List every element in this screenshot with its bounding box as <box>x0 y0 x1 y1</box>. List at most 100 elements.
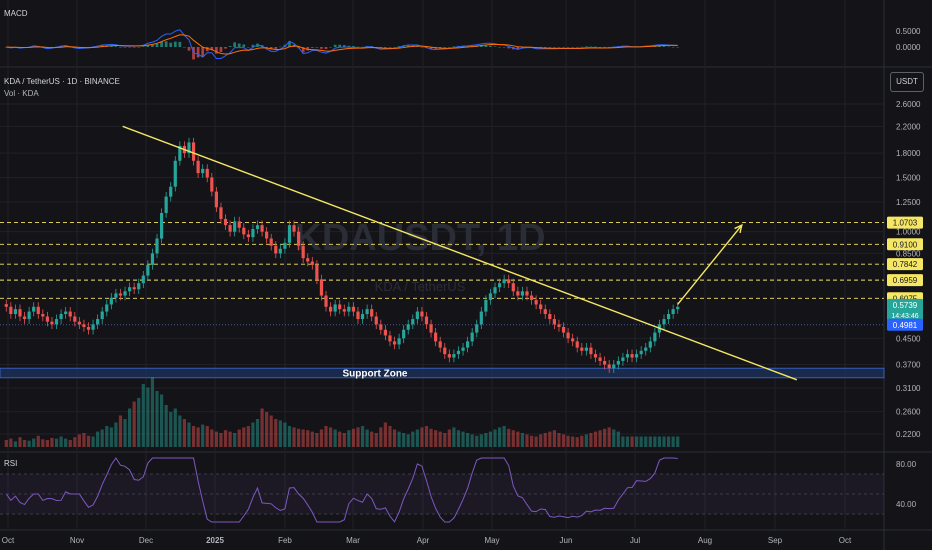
candle-body <box>342 309 346 312</box>
candle-body <box>137 283 141 290</box>
macd-histogram-bar <box>388 47 392 48</box>
macd-indicator-label[interactable]: MACD <box>4 9 28 18</box>
candle-body <box>178 145 182 161</box>
candle-body <box>539 304 543 310</box>
candle-body <box>287 225 292 243</box>
volume-bar <box>9 438 13 447</box>
volume-bar <box>260 408 264 447</box>
candle-body <box>269 238 273 246</box>
candle-body <box>580 347 584 351</box>
volume-bar <box>534 436 538 447</box>
volume-bar <box>68 440 72 447</box>
volume-bar <box>242 427 246 447</box>
current-price-text: 0.5739 <box>893 301 918 310</box>
macd-histogram-bar <box>333 44 337 47</box>
level-badge-bg <box>887 274 923 287</box>
volume-bar <box>196 427 200 447</box>
candle-body <box>470 332 474 342</box>
volume-bar <box>543 433 547 447</box>
volume-bar <box>452 427 456 447</box>
candle-body <box>484 299 488 312</box>
macd-histogram-bar <box>109 45 113 47</box>
volume-bar <box>397 431 401 447</box>
symbol-title[interactable]: KDA / TetherUS · 1D · BINANCE <box>4 77 120 86</box>
candle-body <box>169 186 173 197</box>
candle-body <box>173 160 177 187</box>
macd-histogram-bar <box>393 47 396 48</box>
horizontal-levels[interactable] <box>0 222 884 326</box>
candle-body <box>164 196 168 214</box>
macd-histogram-bar <box>548 47 552 48</box>
macd-histogram-bar <box>571 47 575 48</box>
macd-histogram-bar <box>489 45 492 47</box>
level-badge-text: 1.0703 <box>893 219 918 228</box>
volume-bar <box>420 427 424 447</box>
volume-bar <box>105 426 109 447</box>
volume-bar <box>657 436 662 447</box>
projection-arrow-shaft <box>677 224 743 305</box>
candle-body <box>488 293 493 300</box>
macd-histogram-bar <box>178 41 182 47</box>
candle-body <box>475 324 479 333</box>
rsi-indicator-label[interactable]: RSI <box>4 459 18 468</box>
reference-price-badge-bg <box>887 318 923 331</box>
volume-bar <box>351 428 356 447</box>
watermark-pair: KDA / TetherUS <box>375 279 466 294</box>
volume-bar <box>342 433 346 447</box>
candle-body <box>132 287 136 290</box>
price-axis-tick: 1.2500 <box>896 198 921 207</box>
volume-bar <box>96 431 100 447</box>
candle-body <box>529 295 534 300</box>
volume-bar <box>666 436 671 447</box>
candle-body <box>603 360 607 365</box>
volume-bar <box>54 438 59 447</box>
volume-bar <box>205 426 209 447</box>
currency-selector[interactable]: USDT <box>890 72 924 92</box>
candle-body <box>27 311 31 320</box>
volume-bar <box>150 377 155 447</box>
candle-body <box>648 341 652 348</box>
support-zone-label: Support Zone <box>343 369 408 380</box>
candle-body <box>77 321 81 325</box>
candle-body <box>324 295 328 307</box>
candle-body <box>109 297 113 305</box>
volume-bar <box>22 440 27 447</box>
volume-bar <box>621 436 625 447</box>
rsi-axis-tick: 80.00 <box>896 460 917 469</box>
volume-bar <box>429 428 433 447</box>
macd-histogram-bar <box>288 41 291 47</box>
level-badge-text: 0.9100 <box>893 240 918 249</box>
volume-bar <box>164 405 168 447</box>
volume-indicator-label[interactable]: Vol · KDA <box>4 89 39 98</box>
volume-bar <box>123 419 127 447</box>
volume-bar <box>456 430 461 447</box>
volume-bar <box>114 422 118 447</box>
candle-body <box>507 279 511 284</box>
macd-histogram-bar <box>306 47 310 51</box>
candle-body <box>447 354 451 358</box>
macd-histogram-bar <box>466 45 469 47</box>
candle-body <box>653 332 657 342</box>
volume-bar <box>306 430 310 447</box>
volume-bar <box>324 426 328 447</box>
price-axis-tick: 0.8500 <box>896 249 921 258</box>
volume-bar <box>466 433 470 447</box>
candle-body <box>233 221 237 232</box>
volume-bar <box>447 429 451 447</box>
macd-histogram-bar <box>137 46 141 48</box>
macd-histogram-bar <box>315 47 319 48</box>
macd-histogram-bar <box>114 46 118 47</box>
volume-bar <box>32 438 36 447</box>
volume-bars <box>4 377 680 447</box>
candle-body <box>146 264 150 276</box>
macd-histogram-bar <box>132 47 136 48</box>
volume-bar <box>274 419 278 447</box>
candle-body <box>625 354 630 358</box>
macd-histogram-bar <box>553 47 556 48</box>
volume-bar <box>64 438 68 447</box>
trend-drawings[interactable] <box>122 125 798 381</box>
level-badge-bg <box>887 258 923 271</box>
volume-bar <box>511 430 515 447</box>
macd-histogram-bar <box>233 42 237 47</box>
